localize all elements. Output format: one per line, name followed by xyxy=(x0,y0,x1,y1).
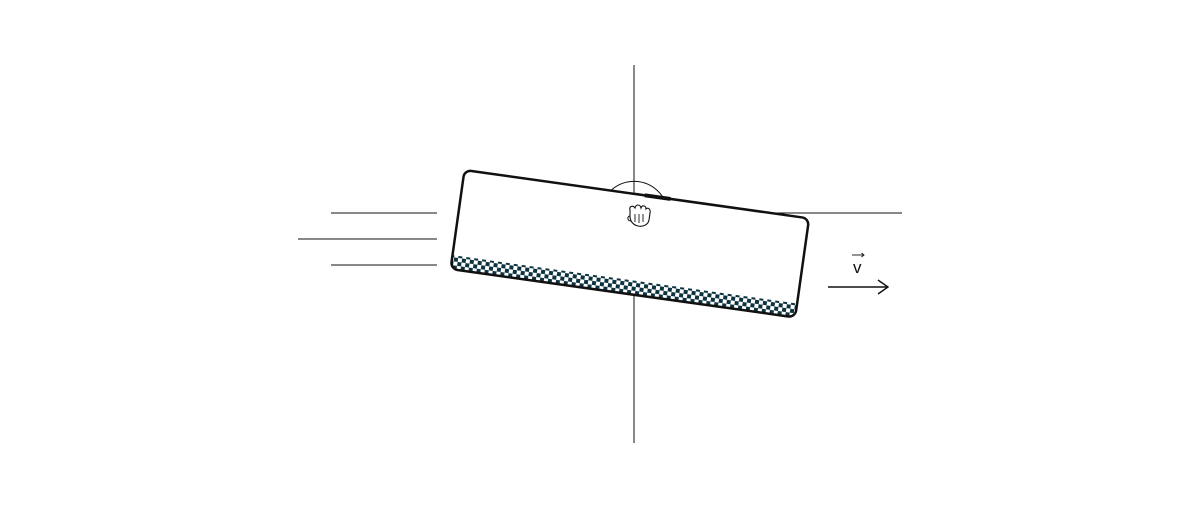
tilted-container xyxy=(450,169,810,318)
velocity-label: v xyxy=(853,258,862,277)
container-outline xyxy=(450,169,810,318)
pivot-edge-mark xyxy=(644,193,671,201)
velocity-arrow-head xyxy=(877,279,890,295)
velocity-vector: v xyxy=(828,252,890,295)
hand-grip-icon xyxy=(627,204,651,227)
